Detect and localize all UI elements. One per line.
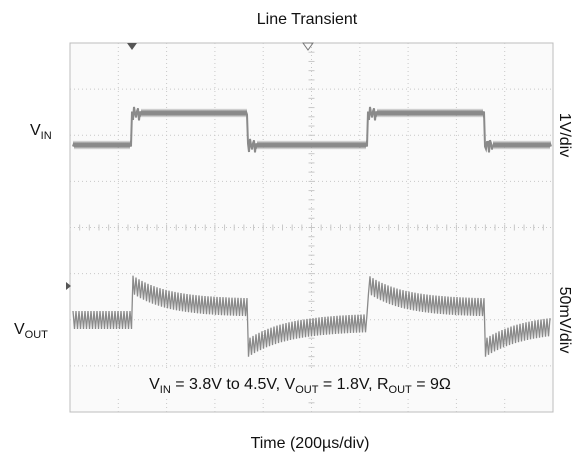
vout-label: VOUT	[14, 321, 48, 341]
annotation-text: = 3.8V to 4.5V, V	[171, 376, 296, 393]
vin-sub: IN	[41, 130, 52, 142]
vin-label: VIN	[30, 122, 52, 142]
vin-main: V	[30, 122, 41, 139]
scope-figure: Line Transient VIN VOUT 1V/div 50mV/div …	[0, 0, 581, 468]
annotation-text: = 9Ω	[412, 376, 451, 393]
vout-scale: 50mV/div	[556, 287, 573, 354]
x-label: Time (200µs/div)	[251, 435, 370, 452]
title: Line Transient	[257, 11, 358, 28]
annotation-text: V	[149, 376, 160, 393]
vin-scale: 1V/div	[556, 113, 573, 157]
vout-main: V	[14, 321, 25, 338]
vout-sub: OUT	[25, 329, 49, 341]
annotation-sub: OUT	[295, 384, 319, 396]
annotation-sub: IN	[160, 384, 171, 396]
annotation-sub: OUT	[389, 384, 413, 396]
page: Line Transient VIN VOUT 1V/div 50mV/div …	[0, 0, 581, 473]
annotation-text: = 1.8V, R	[318, 376, 388, 393]
